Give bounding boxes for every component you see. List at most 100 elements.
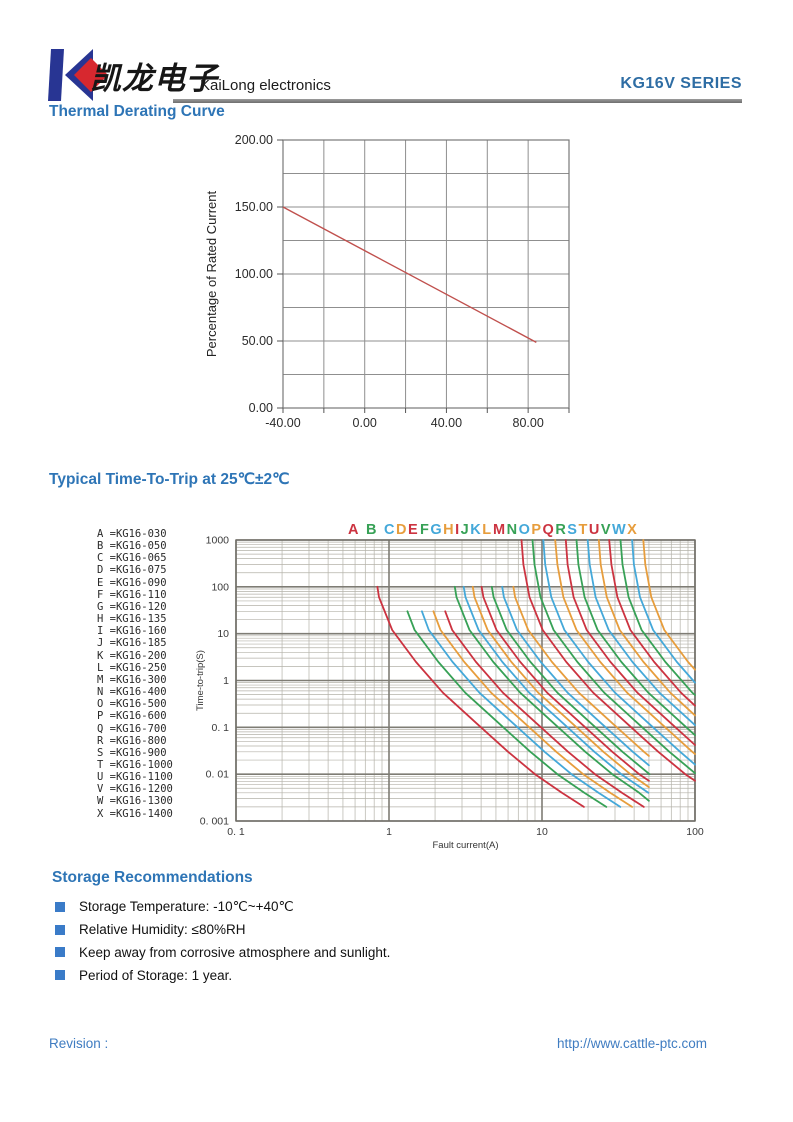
legend-item: J =KG16-185 bbox=[97, 637, 167, 650]
svg-text:1: 1 bbox=[386, 826, 392, 838]
svg-text:0. 1: 0. 1 bbox=[227, 826, 245, 838]
bullet-square-icon bbox=[55, 902, 65, 913]
website-link[interactable]: http://www.cattle-ptc.com bbox=[556, 1036, 707, 1051]
storage-item: Storage Temperature: -10℃~+40℃ bbox=[55, 896, 390, 919]
storage-list: Storage Temperature: -10℃~+40℃ Relative H… bbox=[55, 896, 390, 986]
storage-section-title: Storage Recommendations bbox=[52, 869, 253, 886]
trip-curve-X bbox=[642, 539, 696, 671]
x-axis-title: Fault current(A) bbox=[433, 840, 499, 851]
legend-item: M =KG16-300 bbox=[97, 673, 167, 686]
storage-item: Keep away from corrosive atmosphere and … bbox=[55, 941, 390, 964]
trip-curve-U bbox=[608, 539, 696, 707]
storage-item-text: Keep away from corrosive atmosphere and … bbox=[79, 944, 391, 960]
grid bbox=[282, 139, 570, 409]
plot-border bbox=[235, 539, 696, 822]
logo-k-bar bbox=[48, 49, 64, 101]
revision-label: Revision : bbox=[49, 1036, 109, 1051]
legend-item: T =KG16-1000 bbox=[97, 758, 173, 771]
legend-item: K =KG16-200 bbox=[97, 649, 167, 662]
svg-text:1: 1 bbox=[223, 675, 229, 687]
bullet-square-icon bbox=[55, 970, 65, 981]
bullet-square-icon bbox=[55, 947, 65, 958]
y-axis-title: Time-to-trip(S) bbox=[195, 650, 206, 711]
legend-item: E =KG16-090 bbox=[97, 576, 167, 589]
trip-curve-D bbox=[432, 610, 633, 808]
trip-curve-G bbox=[462, 585, 650, 794]
svg-text:FGHIJKL: FGHIJKL bbox=[420, 522, 493, 538]
legend-item: S =KG16-900 bbox=[97, 746, 167, 759]
legend-item: C =KG16-065 bbox=[97, 552, 167, 565]
legend-item: B =KG16-050 bbox=[97, 540, 167, 553]
legend-item: X =KG16-1400 bbox=[97, 807, 173, 820]
trip-curve-S bbox=[586, 539, 696, 727]
bullet-square-icon bbox=[55, 924, 65, 935]
trip-curve-L bbox=[512, 585, 650, 757]
svg-text:0. 01: 0. 01 bbox=[206, 769, 230, 781]
legend-item: O =KG16-500 bbox=[97, 698, 167, 711]
legend-item: V =KG16-1200 bbox=[97, 783, 173, 796]
trip-curve-C bbox=[420, 610, 622, 808]
trip-legend: A =KG16-030 B =KG16-050 C =KG16-065 D =KG16… bbox=[97, 528, 173, 820]
legend-item: H =KG16-135 bbox=[97, 613, 167, 626]
trip-curve-W bbox=[631, 539, 696, 684]
trip-curve-J bbox=[490, 585, 651, 776]
axis-ticks bbox=[277, 139, 570, 413]
series-letters-header: A B CDE FGHIJKL MNOPQRSTUVWX bbox=[348, 522, 638, 538]
legend-item: F =KG16-110 bbox=[97, 588, 167, 601]
legend-item: N =KG16-400 bbox=[97, 686, 167, 699]
derating-section-title: Thermal Derating Curve bbox=[49, 103, 225, 120]
svg-text:0.00: 0.00 bbox=[249, 401, 273, 415]
trip-curve-R bbox=[575, 539, 696, 737]
legend-item: U =KG16-1100 bbox=[97, 771, 173, 784]
svg-text:100: 100 bbox=[211, 581, 229, 593]
company-logo bbox=[48, 49, 108, 101]
trip-curve-F bbox=[453, 585, 650, 802]
logo-diamond-icon bbox=[74, 58, 108, 92]
derating-chart: -40.00 0.00 40.00 80.000.0050.00100.00150.0… bbox=[204, 133, 570, 430]
time-to-trip-chart: 0. 1 1 10 100 1000 100 10 1 0. 1 0. 01 0. 001 Fault… bbox=[195, 522, 704, 851]
trip-curve-N bbox=[531, 539, 696, 775]
trip-curves bbox=[376, 539, 696, 808]
company-name: KaiLong electronics bbox=[200, 77, 331, 94]
trip-curve-B bbox=[406, 610, 608, 808]
header-divider bbox=[173, 99, 742, 103]
svg-text:0. 001: 0. 001 bbox=[200, 816, 229, 828]
svg-text:100: 100 bbox=[686, 826, 704, 838]
trip-section-title: Typical Time-To-Trip at 25℃±2℃ bbox=[49, 471, 290, 488]
trip-curve-M bbox=[520, 539, 696, 782]
trip-curve-A bbox=[376, 585, 585, 808]
trip-curve-H bbox=[471, 585, 650, 788]
legend-item: D =KG16-075 bbox=[97, 564, 167, 577]
y-axis-title: Percentage of Rated Current bbox=[204, 191, 219, 358]
axis-tick-labels: -40.00 0.00 40.00 80.000.0050.00100.00150.0… bbox=[235, 133, 544, 430]
svg-text:100.00: 100.00 bbox=[235, 267, 273, 281]
trip-curve-P bbox=[554, 539, 696, 755]
trip-curve-I bbox=[480, 585, 650, 782]
svg-text:40.00: 40.00 bbox=[431, 416, 462, 430]
svg-text:50.00: 50.00 bbox=[242, 334, 273, 348]
trip-curve-K bbox=[501, 585, 650, 767]
derating-line bbox=[282, 206, 537, 343]
trip-curve-Q bbox=[564, 539, 696, 746]
svg-text:200.00: 200.00 bbox=[235, 133, 273, 147]
svg-text:0. 1: 0. 1 bbox=[211, 722, 229, 734]
storage-item: Relative Humidity: ≤80%RH bbox=[55, 919, 390, 942]
series-title: KG16V SERIES bbox=[620, 75, 742, 92]
svg-text:10: 10 bbox=[217, 628, 229, 640]
legend-item: W =KG16-1300 bbox=[97, 795, 173, 808]
legend-item: P =KG16-600 bbox=[97, 710, 167, 723]
legend-item: L =KG16-250 bbox=[97, 661, 167, 674]
company-name-chinese: 凯龙电子 bbox=[90, 61, 218, 97]
trip-curve-T bbox=[597, 539, 696, 717]
trip-curve-V bbox=[619, 539, 696, 696]
storage-item-text: Storage Temperature: -10℃~+40℃ bbox=[79, 899, 294, 915]
svg-text:MNOPQRSTUVWX: MNOPQRSTUVWX bbox=[493, 522, 638, 538]
trip-curve-O bbox=[542, 539, 696, 766]
axis-tick-labels: 0. 1 1 10 100 1000 100 10 1 0. 1 0. 01 0. 001 bbox=[200, 535, 704, 839]
legend-item: G =KG16-120 bbox=[97, 600, 167, 613]
legend-item: I =KG16-160 bbox=[97, 625, 167, 638]
storage-item: Period of Storage: 1 year. bbox=[55, 964, 390, 987]
storage-item-text: Period of Storage: 1 year. bbox=[79, 967, 233, 983]
svg-text:10: 10 bbox=[536, 826, 548, 838]
